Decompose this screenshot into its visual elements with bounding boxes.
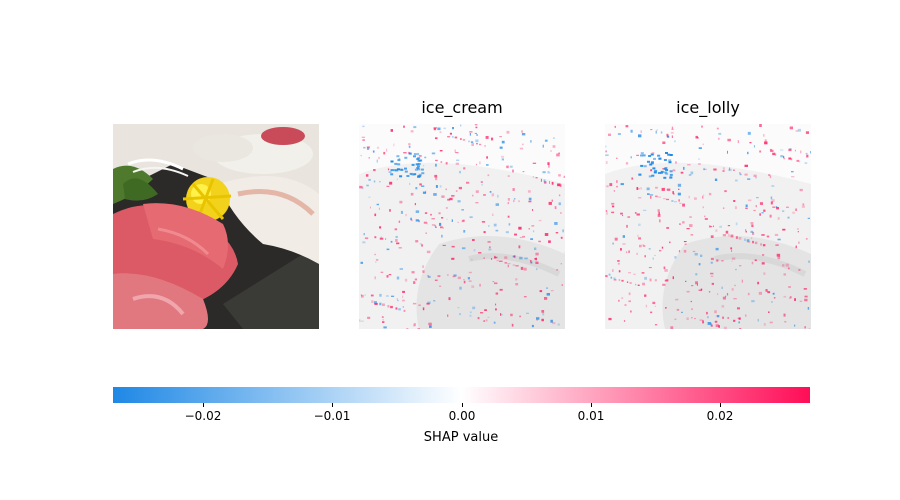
colorbar-tick — [591, 403, 592, 407]
colorbar-tick-label: 0.02 — [706, 409, 734, 423]
colorbar-tick-label: −0.01 — [313, 409, 351, 423]
colorbar-tick-label: −0.02 — [184, 409, 222, 423]
shap-map-ice-cream-image — [359, 124, 565, 329]
colorbar-tick-label: 0.01 — [577, 409, 605, 423]
shap-map-ice-lolly-title: ice_lolly — [676, 98, 740, 117]
shap-map-ice-cream — [359, 124, 565, 329]
colorbar-tick — [203, 403, 204, 407]
input-image-panel — [113, 124, 319, 329]
colorbar-gradient — [113, 387, 810, 403]
shap-map-ice-lolly-image — [605, 124, 811, 329]
colorbar-label: SHAP value — [423, 430, 499, 445]
colorbar-tick — [462, 403, 463, 407]
shap-map-ice-cream-title: ice_cream — [421, 98, 503, 117]
colorbar-tick — [332, 403, 333, 407]
shap-map-ice-lolly — [605, 124, 811, 329]
colorbar-tick-label: 0.00 — [448, 409, 476, 423]
input-image — [113, 124, 319, 329]
colorbar-tick — [720, 403, 721, 407]
colorbar — [113, 387, 810, 403]
